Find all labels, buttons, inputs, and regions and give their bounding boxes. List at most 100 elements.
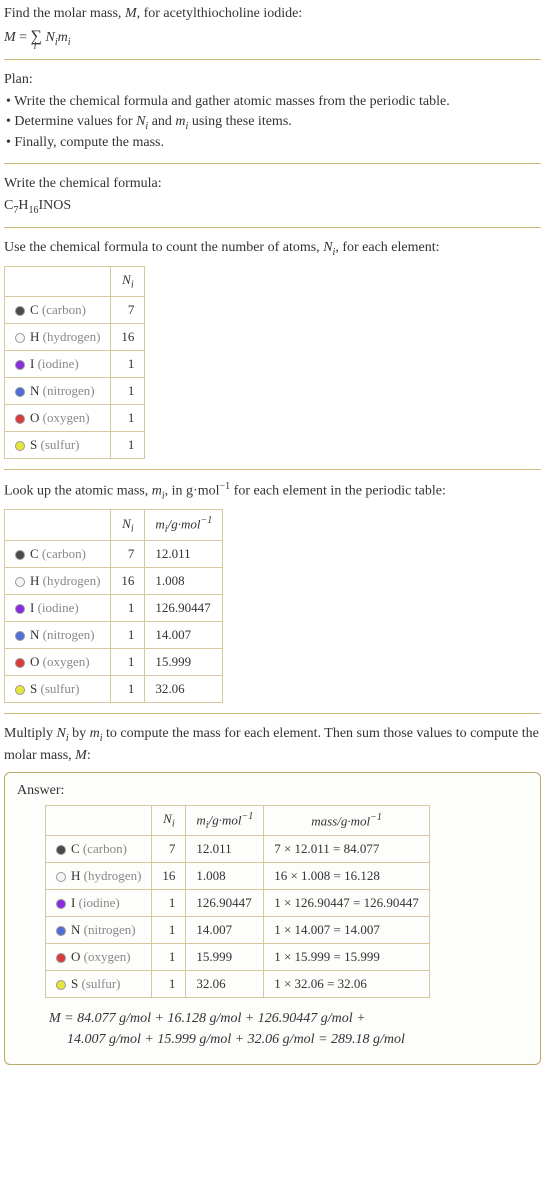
element-name: (sulfur) xyxy=(40,681,79,696)
var-M: M xyxy=(125,6,137,21)
element-name: (iodine) xyxy=(79,895,120,910)
element-swatch xyxy=(15,414,25,424)
intro-text-1b: , for acetylthiocholine iodide: xyxy=(137,6,303,21)
m-value: 15.999 xyxy=(186,944,264,971)
eq-sum-sub: i xyxy=(34,40,37,54)
divider-1 xyxy=(4,59,541,60)
element-name: (iodine) xyxy=(38,600,79,615)
final-line-2: 14.007 g/mol + 15.999 g/mol + 32.06 g/mo… xyxy=(49,1029,528,1050)
element-cell: H (hydrogen) xyxy=(5,568,111,595)
final-line-1: M = 84.077 g/mol + 16.128 g/mol + 126.90… xyxy=(49,1008,528,1029)
element-symbol: S xyxy=(30,437,37,452)
m-value: 14.007 xyxy=(186,917,264,944)
element-name: (hydrogen) xyxy=(84,868,142,883)
plan-title: Plan: xyxy=(4,70,541,90)
ml-text-c: for each element in the periodic table: xyxy=(230,483,446,498)
element-cell: O (oxygen) xyxy=(46,944,152,971)
answer-inner: Ni mi/g·mol−1 mass/g·mol−1 C (carbon)712… xyxy=(17,805,528,1051)
n-value: 7 xyxy=(111,296,145,323)
mh-mi-a: m xyxy=(155,517,164,532)
n-value: 1 xyxy=(111,676,145,703)
m-value: 12.011 xyxy=(186,836,264,863)
element-name: (nitrogen) xyxy=(84,922,136,937)
product-value: 7 × 12.011 = 84.077 xyxy=(264,836,430,863)
table-row: C (carbon)712.0117 × 12.011 = 84.077 xyxy=(46,836,430,863)
plan-b2-c: using these items. xyxy=(188,114,291,129)
product-value: 1 × 126.90447 = 126.90447 xyxy=(264,890,430,917)
write-formula-section: Write the chemical formula: C7H16INOS xyxy=(4,174,541,217)
n-value: 1 xyxy=(111,595,145,622)
element-name: (carbon) xyxy=(42,302,86,317)
element-cell: N (nitrogen) xyxy=(46,917,152,944)
ml-mi-m: m xyxy=(152,483,162,498)
mass-table-header: Ni mi/g·mol−1 xyxy=(5,510,223,541)
n-value: 1 xyxy=(111,377,145,404)
element-name: (oxygen) xyxy=(84,949,131,964)
element-symbol: H xyxy=(71,868,80,883)
eq-m-sub: i xyxy=(68,36,71,47)
table-row: S (sulfur)132.06 xyxy=(5,676,223,703)
ans-th-mass: mass/g·mol−1 xyxy=(264,805,430,836)
plan-b2-a: • Determine values for xyxy=(6,114,136,129)
n-value: 16 xyxy=(111,568,145,595)
element-name: (iodine) xyxy=(38,356,79,371)
product-value: 1 × 15.999 = 15.999 xyxy=(264,944,430,971)
ah-mi-ua: /g·mol xyxy=(209,812,242,827)
element-symbol: S xyxy=(30,681,37,696)
element-name: (hydrogen) xyxy=(43,329,101,344)
element-cell: O (oxygen) xyxy=(5,404,111,431)
mul-Ni-N: N xyxy=(57,726,66,741)
m-value: 1.008 xyxy=(186,863,264,890)
mass-th-ni: Ni xyxy=(111,510,145,541)
ml-text-a: Look up the atomic mass, xyxy=(4,483,152,498)
intro-line-1: Find the molar mass, M, for acetylthioch… xyxy=(4,4,541,24)
element-symbol: C xyxy=(30,302,39,317)
mul-a: Multiply xyxy=(4,726,57,741)
element-cell: H (hydrogen) xyxy=(5,323,111,350)
element-swatch xyxy=(56,953,66,963)
table-row: S (sulfur)132.061 × 32.06 = 32.06 xyxy=(46,971,430,998)
ans-th-blank xyxy=(46,805,152,836)
ml-text-b: , in g·mol xyxy=(165,483,220,498)
n-value: 7 xyxy=(152,836,186,863)
element-swatch xyxy=(15,306,25,316)
ans-th-mi: mi/g·mol−1 xyxy=(186,805,264,836)
cf-H: H xyxy=(18,198,28,213)
mul-b: by xyxy=(69,726,90,741)
plan-bullet-1: • Write the chemical formula and gather … xyxy=(4,92,541,112)
mass-th-blank xyxy=(5,510,111,541)
cf-16: 16 xyxy=(28,204,38,215)
mh-mi-ua: /g·mol xyxy=(168,517,201,532)
plan-b2-b: and xyxy=(148,114,175,129)
element-cell: C (carbon) xyxy=(46,836,152,863)
intro-section: Find the molar mass, M, for acetylthioch… xyxy=(4,4,541,49)
table-row: I (iodine)1126.90447 xyxy=(5,595,223,622)
element-symbol: S xyxy=(71,976,78,991)
table-row: H (hydrogen)161.008 xyxy=(5,568,223,595)
mul-M: M xyxy=(75,748,87,763)
element-name: (carbon) xyxy=(83,841,127,856)
table-row: H (hydrogen)16 xyxy=(5,323,145,350)
table-row: O (oxygen)115.9991 × 15.999 = 15.999 xyxy=(46,944,430,971)
element-swatch xyxy=(15,604,25,614)
element-symbol: C xyxy=(71,841,80,856)
divider-3 xyxy=(4,227,541,228)
mass-lookup-text: Look up the atomic mass, mi, in g·mol−1 … xyxy=(4,480,541,503)
write-formula-title: Write the chemical formula: xyxy=(4,174,541,194)
mul-mi-m: m xyxy=(90,726,100,741)
n-value: 1 xyxy=(152,917,186,944)
table-row: C (carbon) 7 xyxy=(5,296,145,323)
n-value: 16 xyxy=(152,863,186,890)
cf-INOS: INOS xyxy=(38,198,71,213)
ca-text-b: , for each element: xyxy=(335,240,439,255)
table-row: I (iodine)1 xyxy=(5,350,145,377)
ah-Ni-b: i xyxy=(172,819,175,830)
element-symbol: I xyxy=(30,356,34,371)
divider-4 xyxy=(4,469,541,470)
mass-th-mi: mi/g·mol−1 xyxy=(145,510,223,541)
element-swatch xyxy=(15,685,25,695)
n-value: 16 xyxy=(111,323,145,350)
element-swatch xyxy=(56,899,66,909)
element-swatch xyxy=(15,360,25,370)
mass-lookup-section: Look up the atomic mass, mi, in g·mol−1 … xyxy=(4,480,541,703)
